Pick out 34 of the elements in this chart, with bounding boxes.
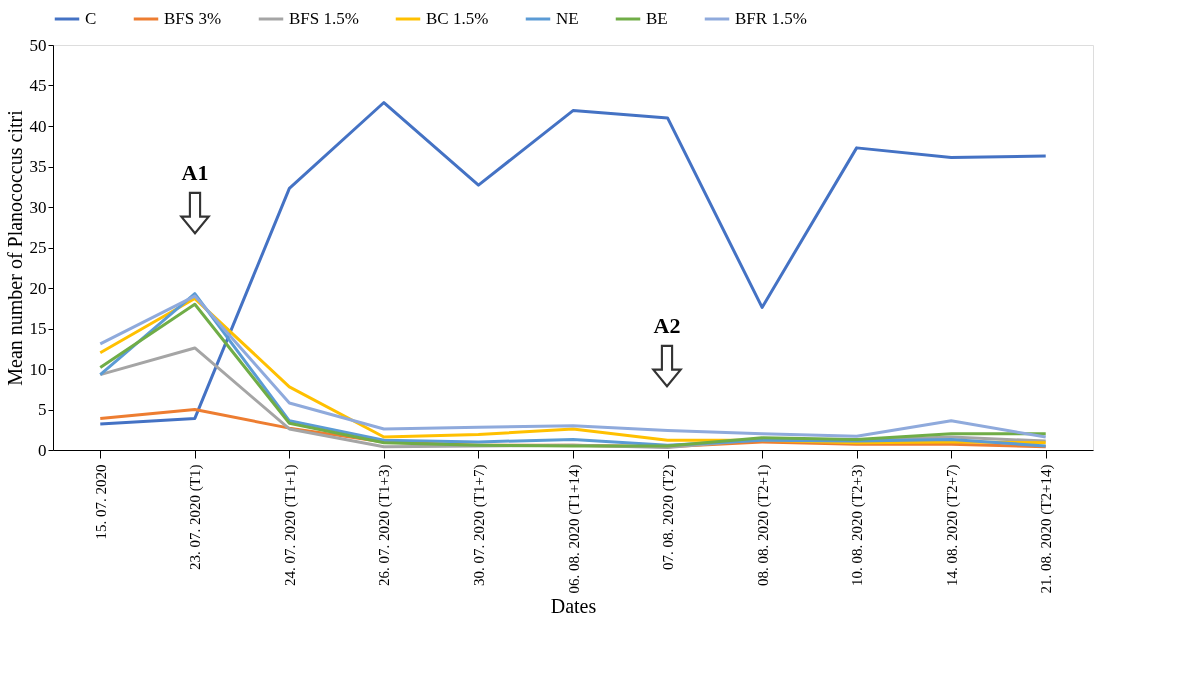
x-tick-label: 21. 08. 2020 (T2+14) — [1038, 464, 1056, 594]
y-axis-title: Mean number of Planococcus citri — [3, 109, 26, 386]
x-tick-label: 15. 07. 2020 — [92, 464, 109, 540]
x-tick-label: 14. 08. 2020 (T2+7) — [943, 464, 961, 586]
legend-label: NE — [556, 9, 579, 28]
x-tick-label: 07. 08. 2020 (T2) — [660, 464, 678, 570]
x-tick-label: 24. 07. 2020 (T1+1) — [281, 464, 299, 586]
annotation: A2 — [653, 313, 681, 338]
legend-label: C — [85, 9, 97, 28]
y-tick-label: 20 — [29, 278, 47, 298]
y-tick-label: 0 — [38, 440, 47, 460]
y-tick-label: 5 — [38, 400, 47, 419]
legend-label: BFS 3% — [164, 9, 222, 28]
line-series — [98, 101, 1048, 426]
y-tick-label: 45 — [29, 76, 47, 95]
x-tick-label: 26. 07. 2020 (T1+3) — [376, 464, 394, 586]
x-axis-title: Dates — [550, 595, 597, 618]
y-tick-label: 10 — [29, 359, 47, 379]
y-tick-label: 25 — [29, 238, 47, 257]
y-tick-label: 30 — [29, 197, 47, 217]
legend-label: BC 1.5% — [426, 9, 489, 28]
legend-label: BFS 1.5% — [289, 9, 359, 28]
annotation: A1 — [181, 160, 209, 185]
x-tick-label: 08. 08. 2020 (T2+1) — [754, 464, 772, 586]
legend-label: BFR 1.5% — [735, 9, 807, 28]
x-tick-label: 23. 07. 2020 (T1) — [187, 464, 205, 570]
y-tick-label: 15 — [29, 319, 47, 338]
y-tick-label: 40 — [29, 116, 47, 136]
y-tick-label: 50 — [29, 35, 47, 55]
y-tick-label: 35 — [29, 157, 47, 176]
x-tick-label: 30. 07. 2020 (T1+7) — [470, 464, 488, 586]
x-tick-label: 10. 08. 2020 (T2+3) — [849, 464, 867, 586]
legend-label: BE — [646, 9, 668, 28]
x-tick-label: 06. 08. 2020 (T1+14) — [565, 464, 583, 594]
